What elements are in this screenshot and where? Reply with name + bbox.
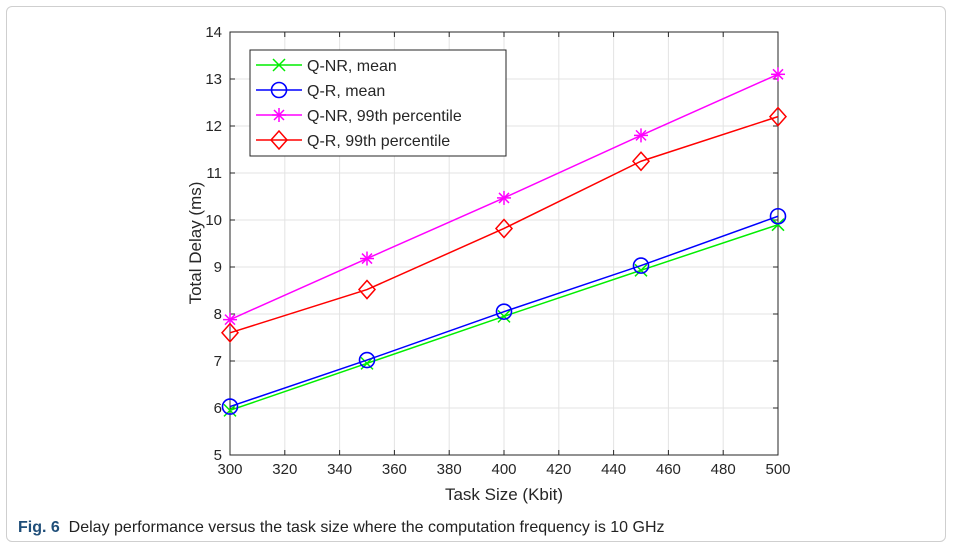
x-tick-label: 480 xyxy=(711,461,736,478)
marker-circle xyxy=(270,81,288,99)
marker-stroke xyxy=(273,109,285,121)
x-tick-label: 320 xyxy=(272,461,297,478)
marker-diamond xyxy=(631,151,651,172)
legend-label: Q-R, mean xyxy=(307,83,385,100)
x-tick-label: 360 xyxy=(382,461,407,478)
legend-marker xyxy=(272,58,286,72)
legend-box xyxy=(249,49,507,157)
data-point xyxy=(631,151,651,172)
legend-label: Q-R, 99th percentile xyxy=(307,133,450,150)
data-point xyxy=(632,257,650,274)
marker-stroke xyxy=(771,218,785,232)
y-tick-label: 5 xyxy=(214,447,222,464)
series-4 xyxy=(220,106,788,343)
data-point xyxy=(769,207,787,225)
series-1 xyxy=(223,218,785,417)
x-tick-label: 340 xyxy=(327,461,352,478)
marker-diamond xyxy=(269,129,289,151)
y-tick-label: 13 xyxy=(205,71,222,88)
data-point xyxy=(495,303,513,320)
marker-diamond xyxy=(494,218,514,239)
marker-circle xyxy=(221,398,239,415)
legend-label: Q-NR, 99th percentile xyxy=(307,108,462,125)
data-point xyxy=(358,351,376,369)
y-tick-label: 10 xyxy=(205,212,222,229)
y-tick-label: 9 xyxy=(214,259,222,276)
legend-marker xyxy=(269,129,289,151)
x-tick-label: 400 xyxy=(491,461,516,478)
caption-label: Fig. 6 xyxy=(18,519,60,536)
marker-stroke xyxy=(498,192,510,204)
series-line xyxy=(229,115,779,334)
plot-border xyxy=(229,31,779,456)
x-tick-label: 300 xyxy=(217,461,242,478)
x-tick-label: 460 xyxy=(656,461,681,478)
data-point xyxy=(771,218,785,232)
x-tick-label: 380 xyxy=(437,461,462,478)
y-tick-label: 6 xyxy=(214,400,222,417)
series-group xyxy=(220,67,788,417)
data-point xyxy=(771,67,785,82)
data-point xyxy=(223,403,237,417)
data-point xyxy=(220,322,240,343)
x-axis-ticks: 300 320 340 360 380 400 420 440 460 480 500 xyxy=(217,32,791,478)
marker-stroke xyxy=(634,263,648,277)
marker-stroke xyxy=(361,253,373,265)
data-point xyxy=(360,251,374,266)
marker-circle xyxy=(495,303,513,320)
legend-marker xyxy=(272,108,286,122)
x-tick-label: 500 xyxy=(765,461,790,478)
marker-stroke xyxy=(272,58,286,72)
data-point xyxy=(494,218,514,239)
y-tick-label: 11 xyxy=(206,165,222,182)
marker-diamond xyxy=(768,106,788,127)
y-tick-label: 7 xyxy=(214,353,222,370)
x-tick-label: 420 xyxy=(546,461,571,478)
x-axis-label: Task Size (Kbit) xyxy=(445,485,563,504)
x-tick-label: 440 xyxy=(601,461,626,478)
y-tick-label: 12 xyxy=(205,118,222,135)
marker-diamond xyxy=(357,279,377,300)
y-tick-label: 14 xyxy=(205,24,222,41)
legend-marker xyxy=(270,81,288,99)
legend-entry-4: Q-R, 99th percentile xyxy=(256,129,450,151)
legend-entry-2: Q-R, mean xyxy=(256,81,385,100)
marker-stroke xyxy=(635,129,647,141)
marker-stroke xyxy=(224,314,236,326)
y-axis-label: Total Delay (ms) xyxy=(186,182,205,305)
legend-label: Q-NR, mean xyxy=(307,58,397,75)
figure-caption: Fig. 6 Delay performance versus the task… xyxy=(18,519,665,537)
data-point xyxy=(497,190,511,205)
data-point xyxy=(221,398,239,415)
y-axis-ticks: 5 6 7 8 9 10 11 12 13 14 xyxy=(205,24,778,464)
legend-entry-1: Q-NR, mean xyxy=(256,58,397,75)
series-2 xyxy=(221,207,787,415)
marker-circle xyxy=(632,257,650,274)
series-3 xyxy=(223,67,785,327)
data-point xyxy=(357,279,377,300)
marker-stroke xyxy=(772,68,784,80)
marker-stroke xyxy=(223,403,237,417)
y-tick-label: 8 xyxy=(214,306,222,323)
legend: Q-NR, mean Q-R, mean Q-NR, 99th percentile… xyxy=(249,49,507,157)
marker-stroke xyxy=(497,309,511,323)
marker-diamond xyxy=(220,322,240,343)
caption-text: Delay performance versus the task size w… xyxy=(68,519,665,536)
marker-circle xyxy=(358,351,376,369)
legend-entry-3: Q-NR, 99th percentile xyxy=(256,108,462,125)
series-line xyxy=(229,215,779,408)
line-chart: 300 320 340 360 380 400 420 440 460 480 500 5 6 7 8 9 1… xyxy=(186,24,791,504)
data-point xyxy=(768,106,788,127)
marker-circle xyxy=(769,207,787,225)
data-point xyxy=(634,128,648,143)
